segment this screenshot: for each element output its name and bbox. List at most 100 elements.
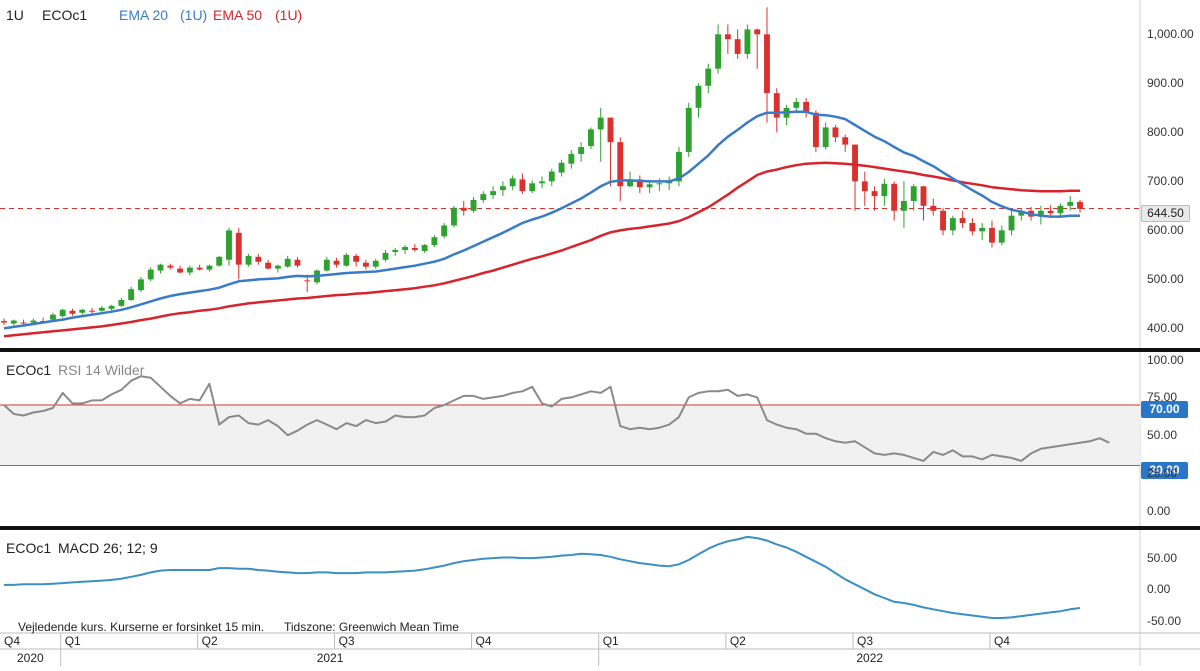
candle-body bbox=[705, 68, 712, 86]
interval-label[interactable]: 1U bbox=[6, 7, 24, 23]
quarter-label: Q4 bbox=[475, 634, 492, 648]
candle-body bbox=[79, 309, 86, 313]
rsi-line bbox=[3, 375, 1110, 462]
candle-body bbox=[490, 191, 497, 196]
candle-body bbox=[480, 194, 487, 200]
candle-body bbox=[265, 262, 272, 269]
price-tick-label: 600.00 bbox=[1147, 223, 1184, 238]
symbol-label[interactable]: ECOc1 bbox=[42, 7, 88, 23]
price-tick-label: 800.00 bbox=[1147, 125, 1184, 140]
candle-body bbox=[470, 199, 477, 211]
candle-body bbox=[558, 162, 565, 173]
candle-body bbox=[910, 186, 917, 201]
candle-body bbox=[411, 248, 418, 250]
candle-body bbox=[392, 249, 399, 252]
candle-body bbox=[685, 107, 692, 152]
price-tick-label: 900.00 bbox=[1147, 76, 1184, 91]
quarter-label: Q3 bbox=[338, 634, 355, 648]
rsi-label[interactable]: RSI 14 Wilder bbox=[58, 362, 145, 378]
candle-body bbox=[206, 265, 213, 270]
candle-body bbox=[891, 183, 898, 211]
rsi-tick-label: 75.00 bbox=[1147, 390, 1178, 405]
candle-body bbox=[881, 183, 888, 197]
candle-body bbox=[578, 147, 585, 154]
candle-body bbox=[646, 184, 653, 188]
candle-body bbox=[568, 153, 575, 164]
candle-body bbox=[255, 256, 262, 262]
last-price-tag: 644.50 bbox=[1141, 205, 1190, 222]
macd-tick-label: 50.00 bbox=[1147, 551, 1178, 566]
candle-body bbox=[636, 179, 643, 188]
candle-body bbox=[460, 207, 467, 211]
ema20-label[interactable]: EMA 20 bbox=[119, 7, 169, 23]
candle-body bbox=[49, 314, 56, 320]
rsi-tick-label: 100.00 bbox=[1147, 352, 1184, 367]
candle-body bbox=[900, 200, 907, 211]
candle-body bbox=[177, 268, 184, 273]
price-tick-label: 700.00 bbox=[1147, 174, 1184, 189]
candle-body bbox=[431, 237, 438, 246]
candle-body bbox=[940, 210, 946, 231]
rsi-oversold-tag: 30.00 bbox=[1141, 462, 1188, 479]
ema50-line bbox=[3, 161, 1080, 338]
candle-body bbox=[294, 259, 301, 266]
candle-body bbox=[382, 252, 389, 260]
quarter-label: Q2 bbox=[201, 634, 218, 648]
candle-body bbox=[529, 183, 536, 192]
candle-body bbox=[548, 171, 555, 182]
candle-body bbox=[744, 29, 751, 54]
quarter-label: Q1 bbox=[64, 634, 81, 648]
price-tick-label: 1,000.00 bbox=[1147, 27, 1194, 42]
price-tick-label: 400.00 bbox=[1147, 321, 1184, 336]
candle-body bbox=[734, 39, 741, 54]
candle-body bbox=[1, 321, 7, 323]
candle-body bbox=[1057, 205, 1064, 214]
candle-body bbox=[969, 223, 976, 232]
candle-body bbox=[343, 254, 350, 266]
candle-body bbox=[989, 227, 995, 243]
candle-body bbox=[656, 183, 663, 185]
candle-body bbox=[676, 151, 682, 182]
rsi-symbol[interactable]: ECOc1 bbox=[6, 362, 52, 378]
timezone-notice: Tidszone: Greenwich Mean Time bbox=[284, 620, 459, 634]
candle-body bbox=[1067, 201, 1074, 206]
candle-body bbox=[920, 186, 927, 206]
candle-body bbox=[20, 322, 27, 324]
candle-body bbox=[998, 230, 1005, 243]
candle-body bbox=[138, 279, 144, 291]
candle-body bbox=[861, 181, 868, 192]
ema20-line bbox=[3, 110, 1080, 330]
candle-body bbox=[274, 265, 281, 269]
macd-tick-label: -50.00 bbox=[1147, 613, 1182, 628]
candle-body bbox=[979, 227, 986, 232]
macd-symbol[interactable]: ECOc1 bbox=[6, 540, 52, 556]
candle-body bbox=[1018, 210, 1025, 216]
rsi-tick-label: 50.00 bbox=[1147, 428, 1178, 443]
rsi-tick-label: 0.00 bbox=[1147, 503, 1171, 518]
macd-label[interactable]: MACD 26; 12; 9 bbox=[58, 540, 158, 556]
delay-notice: Vejledende kurs. Kurserne er forsinket 1… bbox=[18, 620, 265, 634]
candle-body bbox=[118, 299, 125, 306]
candle-body bbox=[959, 218, 966, 224]
macd-line bbox=[4, 535, 1081, 619]
candle-body bbox=[822, 127, 829, 148]
candle-body bbox=[402, 247, 408, 250]
candle-body bbox=[764, 34, 770, 94]
candle-body bbox=[421, 245, 428, 251]
panel-divider bbox=[0, 348, 1200, 352]
quarter-label: Q2 bbox=[729, 634, 746, 648]
candle-body bbox=[323, 259, 330, 271]
ema50-label[interactable]: EMA 50 bbox=[213, 7, 263, 23]
rsi-band bbox=[0, 404, 1140, 466]
candle-body bbox=[216, 256, 223, 266]
candle-body bbox=[245, 255, 252, 265]
panel-divider bbox=[0, 526, 1200, 530]
candle-body bbox=[724, 34, 731, 40]
candle-body bbox=[108, 305, 115, 309]
candle-body bbox=[597, 117, 604, 130]
candle-body bbox=[451, 207, 457, 226]
candle-body bbox=[186, 267, 193, 273]
candle-body bbox=[852, 144, 858, 182]
